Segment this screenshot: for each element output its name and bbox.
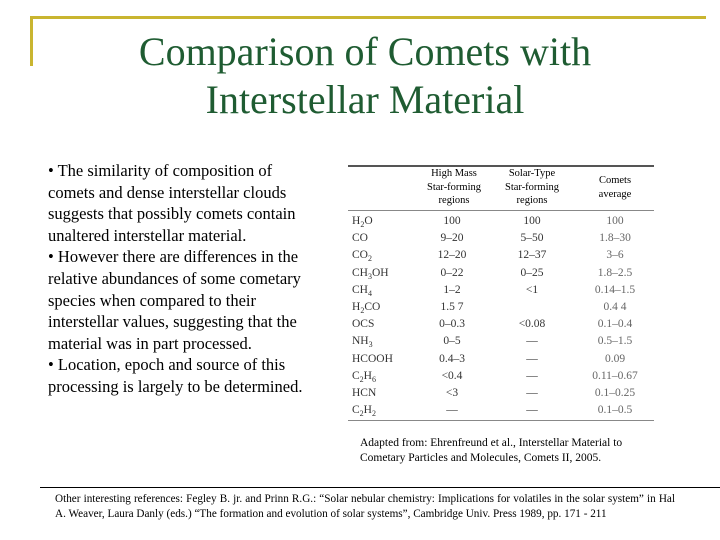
solar-type-cell: 0–25 xyxy=(520,266,544,279)
species-cell: C2H2 xyxy=(352,404,376,419)
comets-cell: 1.8–2.5 xyxy=(597,266,633,279)
table-row: H2CO 1.5 7 0.4 4 xyxy=(352,299,652,316)
footer-references: Other interesting references: Fegley B. … xyxy=(55,493,675,520)
comets-cell: 1.8–30 xyxy=(599,232,631,245)
comets-cell: 0.1–0.4 xyxy=(597,318,633,331)
high-mass-cell: 0–22 xyxy=(440,266,464,279)
high-mass-cell: 0–0.3 xyxy=(439,318,465,331)
slide-title: Comparison of Comets with Interstellar M… xyxy=(60,28,670,124)
table-row: CH3OH 0–22 0–25 1.8–2.5 xyxy=(352,265,652,282)
table-bottom-rule xyxy=(348,420,654,421)
comets-cell: 0.4 4 xyxy=(603,301,627,313)
title-line-2: Interstellar Material xyxy=(205,77,525,122)
comets-cell: 0.5–1.5 xyxy=(597,335,633,348)
table-row: CH4 1–2 <1 0.14–1.5 xyxy=(352,282,652,299)
comets-cell: 0.1–0.5 xyxy=(597,404,633,417)
comets-cell: 0.09 xyxy=(604,352,626,365)
footer-divider xyxy=(40,487,720,488)
high-mass-cell: 1–2 xyxy=(443,283,461,296)
bullet-item: • Location, epoch and source of this pro… xyxy=(48,355,303,396)
title-line-1: Comparison of Comets with xyxy=(138,29,592,74)
species-cell: OCS xyxy=(352,318,375,331)
high-mass-cell: <0.4 xyxy=(441,369,463,382)
solar-type-cell: 5–50 xyxy=(520,232,544,245)
header-solar-type-line: Solar-Type xyxy=(508,168,556,179)
species-cell: CO2 xyxy=(352,249,372,264)
species-cell: HCN xyxy=(352,387,377,399)
solar-type-cell: — xyxy=(526,387,538,399)
comets-cell: 100 xyxy=(606,215,624,227)
table-row: OCS 0–0.3 <0.08 0.1–0.4 xyxy=(352,316,652,333)
frame-left-border xyxy=(30,16,33,66)
solar-type-cell: <0.08 xyxy=(518,318,546,331)
high-mass-cell: 1.5 7 xyxy=(440,301,464,313)
comets-cell: 3–6 xyxy=(606,249,624,262)
table-row: HCN <3 — 0.1–0.25 xyxy=(352,385,652,402)
table-header-rule xyxy=(348,210,654,211)
species-cell: H2CO xyxy=(352,301,381,315)
solar-type-cell: 12–37 xyxy=(517,249,547,262)
high-mass-cell: 0–5 xyxy=(443,335,461,348)
bullet-item: • The similarity of composition of comet… xyxy=(48,161,296,245)
solar-type-cell: — xyxy=(526,369,538,382)
solar-type-cell: — xyxy=(526,335,538,348)
high-mass-cell: 100 xyxy=(443,215,461,227)
header-high-mass-line: High Mass xyxy=(431,168,477,179)
header-solar-type: Solar-Type Star-forming regions xyxy=(496,167,568,208)
comets-cell: 0.1–0.25 xyxy=(594,387,636,399)
high-mass-cell: 0.4–3 xyxy=(439,352,465,365)
solar-type-cell: <1 xyxy=(525,283,539,296)
table-caption: Adapted from: Ehrenfreund et al., Inters… xyxy=(360,437,623,464)
bullet-item: • However there are differences in the r… xyxy=(48,247,301,353)
table-row: C2H6 <0.4 — 0.11–0.67 xyxy=(352,368,652,385)
species-cell: H2O xyxy=(352,215,373,229)
species-cell: CH3OH xyxy=(352,266,389,281)
solar-type-cell: — xyxy=(526,352,538,365)
comets-cell: 0.14–1.5 xyxy=(594,283,636,296)
header-solar-type-line: regions xyxy=(516,195,548,206)
species-cell: HCOOH xyxy=(352,352,393,365)
high-mass-cell: 12–20 xyxy=(437,249,467,262)
species-cell: NH3 xyxy=(352,335,373,350)
header-high-mass: High Mass Star-forming regions xyxy=(418,167,490,208)
table-row: C2H2 — — 0.1–0.5 xyxy=(352,402,652,419)
header-comets: Comets average xyxy=(582,174,648,201)
solar-type-cell: — xyxy=(526,404,538,417)
high-mass-cell: 9–20 xyxy=(440,232,464,245)
table-row: NH3 0–5 — 0.5–1.5 xyxy=(352,333,652,350)
frame-top-border xyxy=(30,16,706,19)
header-high-mass-line: Star-forming xyxy=(426,181,482,193)
table-row: HCOOH 0.4–3 — 0.09 xyxy=(352,351,652,368)
table-row: CO2 12–20 12–37 3–6 xyxy=(352,247,652,264)
high-mass-cell: — xyxy=(446,404,458,417)
species-cell: C2H6 xyxy=(352,369,376,384)
table-top-rule xyxy=(348,165,654,167)
comets-cell: 0.11–0.67 xyxy=(592,369,638,382)
header-comets-line: average xyxy=(598,188,632,200)
header-solar-type-line: Star-forming xyxy=(504,181,560,193)
header-high-mass-line: regions xyxy=(438,195,470,206)
header-comets-line: Comets xyxy=(598,175,632,186)
table-row: H2O 100 100 100 xyxy=(352,213,652,230)
high-mass-cell: <3 xyxy=(445,387,459,399)
solar-type-cell: 100 xyxy=(523,215,541,227)
table-row: CO 9–20 5–50 1.8–30 xyxy=(352,230,652,247)
species-cell: CO xyxy=(352,232,368,245)
bullet-list: • The similarity of composition of comet… xyxy=(48,160,308,398)
species-cell: CH4 xyxy=(352,283,372,298)
